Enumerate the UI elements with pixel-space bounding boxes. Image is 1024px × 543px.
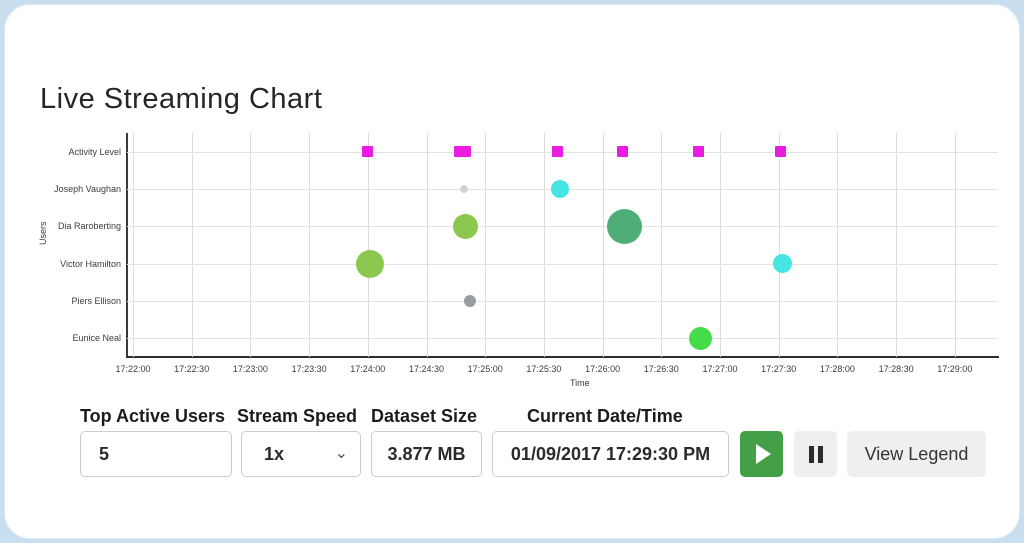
- chart-point-square: [454, 146, 466, 158]
- x-tick-label: 17:29:00: [937, 364, 973, 374]
- stream-speed-label: Stream Speed: [237, 406, 358, 426]
- chart-point-circle: [688, 326, 712, 350]
- y-axis-labels: Activity Level Joseph Vaughan Dia Rarobert…: [33, 133, 121, 357]
- current-datetime-label: Current Date/Time: [527, 406, 683, 426]
- x-tick-label: 17:22:30: [174, 364, 210, 374]
- vertical-gridline: [778, 133, 780, 357]
- vertical-gridline: [543, 133, 545, 357]
- x-tick-label: 17:26:30: [643, 364, 679, 374]
- pause-button[interactable]: [794, 431, 837, 477]
- y-tick-label: Joseph Vaughan: [54, 184, 121, 194]
- horizontal-gridline: [127, 263, 998, 265]
- vertical-gridline: [837, 133, 839, 357]
- vertical-gridline: [602, 133, 604, 357]
- current-datetime-field[interactable]: 01/09/2017 17:29:30 PM: [492, 431, 729, 477]
- chart-point-circle: [463, 295, 476, 307]
- stream-speed-select[interactable]: 1x ⌄: [241, 431, 361, 477]
- chart-point-circle: [459, 185, 468, 193]
- x-tick-label: 17:22:00: [115, 364, 151, 374]
- chart-point-square: [460, 146, 472, 158]
- chart-point-square: [552, 146, 564, 158]
- horizontal-gridline: [127, 226, 998, 228]
- chart-point-circle: [550, 180, 569, 198]
- x-tick-label: 17:24:00: [350, 364, 386, 374]
- vertical-gridline: [191, 133, 193, 357]
- vertical-gridline: [426, 133, 428, 357]
- vertical-gridline: [954, 133, 956, 357]
- main-card: Live Streaming Chart Users Activity Leve…: [4, 4, 1020, 539]
- horizontal-gridline: [127, 301, 998, 302]
- chart-point-square: [616, 146, 628, 158]
- chevron-down-icon: ⌄: [334, 445, 348, 462]
- dataset-size-field[interactable]: 3.877 MB: [371, 431, 482, 477]
- x-axis-line: [126, 356, 999, 358]
- x-axis-ticks: 17:22:00 17:22:30 17:23:00 17:23:30 17:24:00…: [115, 364, 998, 376]
- horizontal-gridline: [127, 338, 998, 340]
- x-tick-label: 17:28:00: [819, 364, 855, 374]
- y-axis-line: [126, 133, 128, 357]
- chart-point-circle: [453, 213, 479, 239]
- chart-point-circle: [355, 249, 384, 278]
- stream-speed-value: 1x: [264, 443, 285, 464]
- chart-point-square: [362, 146, 374, 158]
- top-active-users-label: Top Active Users: [80, 406, 226, 426]
- vertical-gridline: [661, 133, 663, 357]
- vertical-gridline: [896, 133, 898, 357]
- vertical-gridline: [367, 133, 369, 357]
- current-datetime-value: 01/09/2017 17:29:30 PM: [510, 443, 711, 464]
- vertical-gridline: [133, 133, 134, 357]
- dataset-size-label: Dataset Size: [371, 406, 478, 426]
- x-axis-title: Time: [570, 378, 590, 388]
- plot-area: [126, 133, 999, 358]
- chart-point-square: [692, 146, 704, 158]
- vertical-gridline: [720, 133, 721, 357]
- x-tick-label: 17:27:30: [761, 364, 797, 374]
- top-active-users-input[interactable]: [80, 431, 232, 477]
- x-tick-label: 17:23:00: [232, 364, 268, 374]
- y-tick-label: Eunice Neal: [72, 333, 121, 344]
- vertical-gridline: [309, 133, 311, 357]
- play-button[interactable]: [740, 431, 783, 477]
- x-tick-label: 17:24:30: [408, 364, 445, 374]
- view-legend-button[interactable]: View Legend: [847, 431, 986, 477]
- vertical-gridline: [250, 133, 252, 357]
- x-tick-label: 17:28:30: [878, 364, 914, 374]
- chart-point-circle: [606, 208, 642, 244]
- pause-icon: [808, 445, 814, 463]
- play-icon: [755, 444, 771, 464]
- pause-icon: [817, 445, 823, 463]
- y-tick-label: Piers Ellison: [71, 296, 121, 306]
- x-tick-label: 17:23:30: [291, 364, 327, 374]
- y-tick-label: Dia Raroberting: [57, 221, 121, 232]
- dataset-size-value: 3.877 MB: [387, 443, 466, 464]
- x-tick-label: 17:26:00: [585, 364, 621, 374]
- x-tick-label: 17:25:30: [526, 364, 562, 374]
- chart-point-square: [775, 146, 787, 158]
- vertical-gridline: [485, 133, 487, 357]
- x-tick-label: 17:25:00: [467, 364, 503, 374]
- y-tick-label: Activity Level: [68, 146, 121, 157]
- y-tick-label: Victor Hamilton: [60, 258, 121, 269]
- page-title: Live Streaming Chart: [40, 83, 323, 115]
- chart-point-circle: [773, 254, 793, 274]
- x-tick-label: 17:27:00: [702, 364, 738, 374]
